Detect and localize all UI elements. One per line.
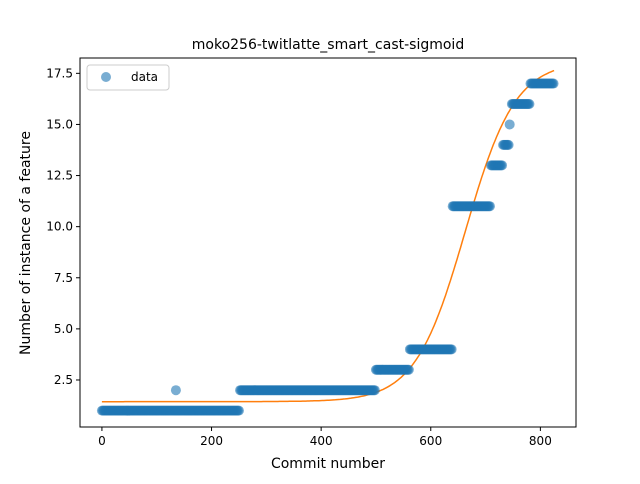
y-tick-label: 2.5: [54, 373, 73, 387]
y-tick-label: 7.5: [54, 271, 73, 285]
x-tick-label: 0: [98, 434, 106, 448]
plot-frame: [79, 57, 577, 428]
data-point: [497, 160, 508, 171]
y-axis-ticks: 2.5 5.0 7.5 10.0 12.5 15.0 17.5: [46, 66, 80, 387]
data-point: [369, 385, 380, 396]
data-point: [484, 201, 495, 212]
data-point: [403, 364, 414, 375]
y-tick-label: 10.0: [46, 220, 73, 234]
data-point: [524, 98, 535, 109]
data-point: [503, 139, 514, 150]
data-point: [504, 119, 515, 130]
data-point: [446, 344, 457, 355]
legend-box: [86, 64, 170, 91]
x-tick-label: 400: [310, 434, 333, 448]
y-tick-label: 12.5: [46, 169, 73, 183]
x-axis-label: Commit number: [271, 456, 385, 472]
legend: data: [86, 64, 170, 91]
data-point: [170, 385, 181, 396]
y-tick-label: 5.0: [54, 322, 73, 336]
legend-data-label: data: [131, 70, 158, 84]
legend-data-marker: [101, 72, 111, 82]
x-tick-label: 200: [200, 434, 223, 448]
data-point: [233, 405, 244, 416]
y-axis-label: Number of instance of a feature: [18, 131, 34, 355]
data-point: [548, 78, 559, 89]
x-tick-label: 600: [419, 434, 442, 448]
x-tick-label: 800: [529, 434, 552, 448]
fit-layer: [101, 69, 555, 403]
chart-title: moko256-twitlatte_smart_cast-sigmoid: [192, 37, 464, 53]
sigmoid-fit-line: [101, 69, 555, 403]
x-axis-ticks: 0 200 400 600 800: [98, 427, 552, 448]
y-tick-label: 15.0: [46, 117, 73, 131]
y-tick-label: 17.5: [46, 66, 73, 80]
points-layer: [96, 78, 559, 416]
